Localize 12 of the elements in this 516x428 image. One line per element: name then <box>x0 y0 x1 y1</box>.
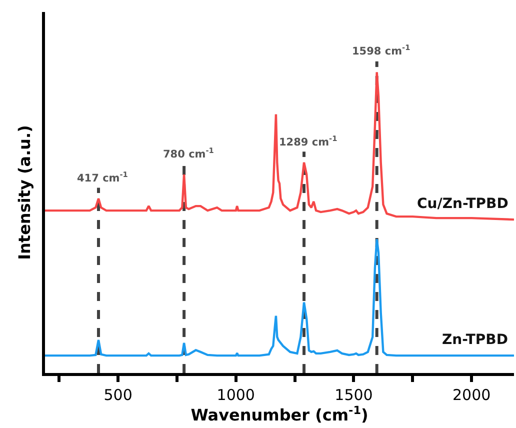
x-axis-title: Wavenumber (cm$^{-1}$) <box>190 404 368 425</box>
ref-line-label: 1598 cm$^{-1}$ <box>352 43 410 58</box>
ref-line-label: 417 cm$^{-1}$ <box>77 170 128 184</box>
x-tick-label: 1000 <box>216 386 255 404</box>
x-tick-label: 500 <box>104 386 132 404</box>
y-axis-title: Intensity (a.u.) <box>14 125 34 260</box>
x-tick-label: 1500 <box>334 386 373 404</box>
ref-line-label: 1289 cm$^{-1}$ <box>279 134 338 148</box>
series-label: Cu/Zn-TPBD <box>417 196 508 212</box>
series-label: Zn-TPBD <box>442 332 508 348</box>
x-tick-label: 2000 <box>452 386 491 404</box>
ref-line-label: 780 cm$^{-1}$ <box>163 146 214 160</box>
